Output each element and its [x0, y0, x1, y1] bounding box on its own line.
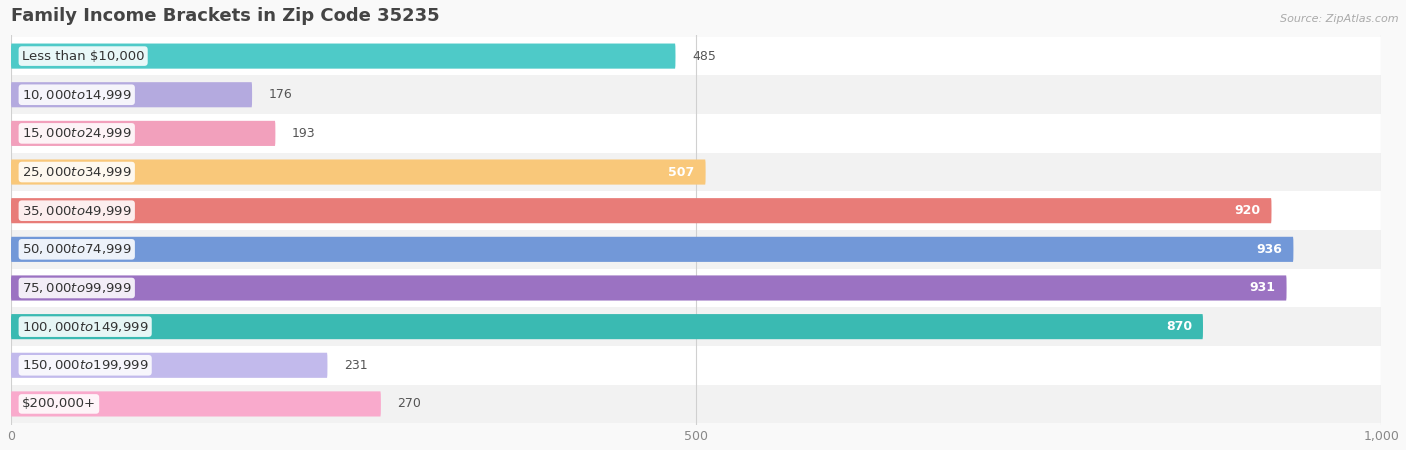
Text: 870: 870 — [1166, 320, 1192, 333]
Text: 231: 231 — [344, 359, 367, 372]
Bar — [11, 269, 1381, 307]
Text: $10,000 to $14,999: $10,000 to $14,999 — [22, 88, 132, 102]
Bar — [11, 191, 1381, 230]
Bar — [11, 346, 1381, 385]
Bar — [11, 307, 1381, 346]
FancyBboxPatch shape — [11, 275, 1286, 301]
Bar — [11, 153, 1381, 191]
Text: 936: 936 — [1257, 243, 1282, 256]
FancyBboxPatch shape — [11, 353, 328, 378]
Text: $15,000 to $24,999: $15,000 to $24,999 — [22, 126, 132, 140]
Text: $50,000 to $74,999: $50,000 to $74,999 — [22, 243, 132, 256]
Text: $25,000 to $34,999: $25,000 to $34,999 — [22, 165, 132, 179]
Text: 485: 485 — [692, 50, 716, 63]
FancyBboxPatch shape — [11, 44, 675, 69]
Bar — [11, 230, 1381, 269]
Text: $200,000+: $200,000+ — [22, 397, 96, 410]
Bar — [11, 385, 1381, 423]
Text: $35,000 to $49,999: $35,000 to $49,999 — [22, 204, 132, 218]
Text: 931: 931 — [1250, 282, 1275, 294]
FancyBboxPatch shape — [11, 82, 252, 107]
Text: 176: 176 — [269, 88, 292, 101]
Text: 193: 193 — [292, 127, 315, 140]
Text: 507: 507 — [668, 166, 695, 179]
Text: Less than $10,000: Less than $10,000 — [22, 50, 145, 63]
Bar — [11, 114, 1381, 153]
FancyBboxPatch shape — [11, 314, 1204, 339]
Text: $75,000 to $99,999: $75,000 to $99,999 — [22, 281, 132, 295]
Text: 920: 920 — [1234, 204, 1261, 217]
FancyBboxPatch shape — [11, 121, 276, 146]
Text: 270: 270 — [398, 397, 422, 410]
FancyBboxPatch shape — [11, 159, 706, 184]
Text: $100,000 to $149,999: $100,000 to $149,999 — [22, 320, 149, 333]
Bar — [11, 76, 1381, 114]
Text: Family Income Brackets in Zip Code 35235: Family Income Brackets in Zip Code 35235 — [11, 7, 440, 25]
Text: $150,000 to $199,999: $150,000 to $199,999 — [22, 358, 149, 372]
Bar — [11, 37, 1381, 76]
Text: Source: ZipAtlas.com: Source: ZipAtlas.com — [1281, 14, 1399, 23]
FancyBboxPatch shape — [11, 237, 1294, 262]
FancyBboxPatch shape — [11, 392, 381, 417]
FancyBboxPatch shape — [11, 198, 1271, 223]
